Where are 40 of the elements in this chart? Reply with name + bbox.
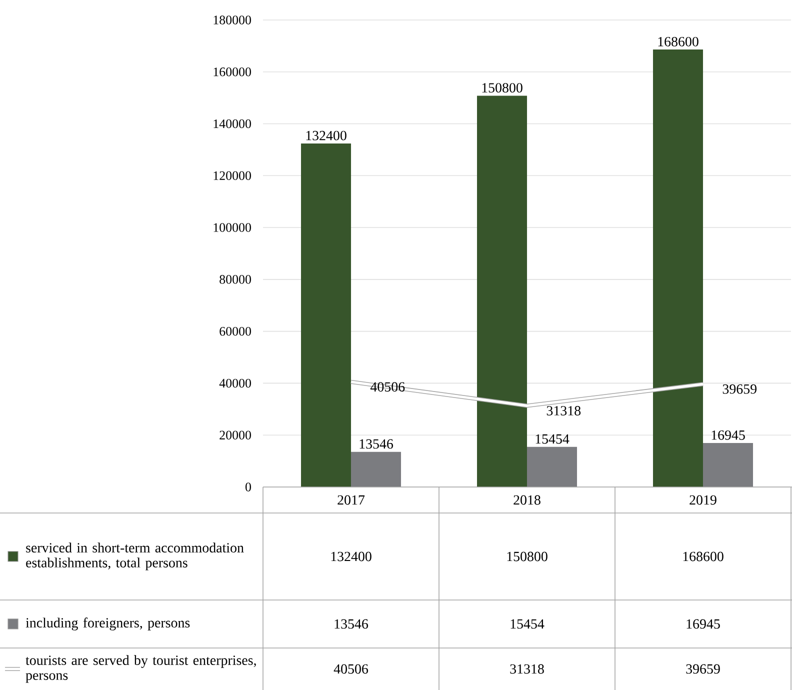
- bar: [703, 443, 754, 487]
- data-label: 132400: [331, 552, 372, 562]
- legend-label: including foreigners, persons: [26, 618, 190, 630]
- text: 13546: [360, 439, 394, 449]
- legend-label: tourists are served by tourist enterprises, persons: [26, 655, 256, 683]
- bar: [351, 452, 402, 487]
- y-tick-label: 140000: [214, 119, 251, 128]
- data-label: 40506: [334, 664, 368, 674]
- x-tick-label: 2017: [338, 495, 365, 505]
- y-tick-label: 40000: [219, 378, 251, 388]
- y-tick-label: 20000: [220, 430, 251, 440]
- data-label: 150800: [507, 552, 548, 562]
- data-label: 15454: [510, 619, 544, 629]
- text: 150800: [482, 83, 522, 93]
- text: 15454: [536, 434, 570, 444]
- y-tick-label: 160000: [214, 68, 251, 76]
- data-label: 168600: [683, 552, 724, 562]
- bar: [301, 143, 352, 487]
- y-tick-label: 60000: [220, 326, 251, 336]
- data-label: 39659: [686, 664, 720, 674]
- text: 40506: [370, 382, 405, 392]
- x-tick-label: 2019: [690, 495, 716, 505]
- data-label: 16945: [686, 619, 720, 629]
- y-tick-label: 100000: [214, 223, 251, 232]
- text: 31318: [546, 406, 581, 416]
- text: 132400: [306, 130, 346, 140]
- text: 39659: [722, 384, 757, 394]
- x-tick-label: 2018: [514, 495, 540, 505]
- y-tick-label: 180000: [214, 16, 251, 24]
- text: 168600: [658, 36, 698, 46]
- text: 16945: [712, 430, 745, 440]
- data-label: 31318: [510, 664, 544, 674]
- legend-label: serviced in short-term accommodation establishments, total persons: [26, 542, 244, 570]
- bar: [653, 50, 704, 487]
- bar: [527, 446, 578, 487]
- y-tick-label: 80000: [220, 275, 251, 284]
- bar: [477, 96, 528, 487]
- y-tick-label: 0: [246, 482, 251, 492]
- data-label: 13546: [334, 619, 368, 629]
- y-tick-label: 120000: [214, 171, 251, 180]
